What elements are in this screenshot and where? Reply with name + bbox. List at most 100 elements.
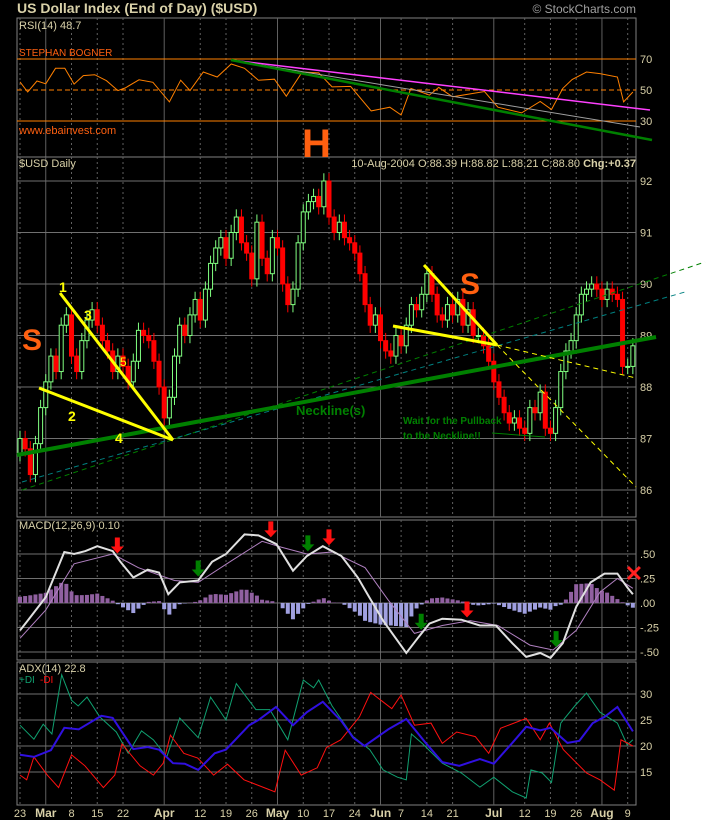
macd-tick-label: .50 — [640, 549, 655, 561]
candle-body — [398, 335, 404, 347]
candle-body — [527, 407, 533, 434]
macd-histogram-bar — [146, 601, 151, 603]
candle-body — [517, 417, 523, 429]
candle-body — [130, 360, 136, 383]
candlestick — [491, 353, 497, 390]
candle-body — [166, 396, 172, 419]
buy-arrow-down-icon — [549, 631, 563, 648]
macd-histogram-bar — [213, 594, 218, 603]
macd-histogram-bar — [414, 603, 419, 609]
adx-tick-label: 30 — [640, 689, 652, 701]
candle-body — [408, 304, 414, 326]
macd-histogram-bar — [177, 603, 182, 605]
candle-body — [388, 350, 394, 357]
candle-body — [455, 298, 461, 316]
candlestick — [254, 214, 260, 287]
rsi-tick-label: 30 — [640, 116, 652, 128]
x-axis: 23 Mar 8 15 22 Apr 12 19 26 May 10 17 24 Jun 7 14 21 Jul 1… — [14, 806, 631, 820]
candlestick — [341, 214, 347, 246]
candlestick — [321, 173, 327, 215]
macd-histogram-bar — [512, 603, 517, 611]
macd-histogram-bar — [74, 595, 79, 603]
candle-body — [269, 237, 275, 275]
candle-body — [280, 247, 286, 285]
macd-histogram-bar — [69, 591, 74, 603]
macd-histogram-bar — [285, 603, 290, 614]
rsi-panel: 70 50 30 — [17, 54, 653, 142]
x-axis-label: 21 — [446, 808, 458, 820]
candlestick — [630, 338, 636, 375]
buy-arrow-down-icon — [414, 613, 428, 630]
candle-body — [336, 221, 342, 233]
candlestick — [367, 296, 373, 333]
candlestick — [249, 245, 255, 287]
candle-body — [341, 221, 347, 239]
candle-body — [486, 345, 492, 362]
macd-histogram-bar — [311, 601, 316, 603]
candlestick — [120, 348, 126, 375]
x-axis-label: May — [266, 806, 290, 820]
macd-histogram-bar — [193, 601, 198, 603]
buy-arrow-down-icon — [301, 535, 315, 552]
candle-body — [177, 324, 183, 357]
x-axis-label: 15 — [91, 808, 103, 820]
macd-histogram-bar — [316, 599, 321, 603]
macd-histogram-bar — [296, 603, 301, 614]
rsi-tick-label: 70 — [640, 54, 652, 66]
candle-body — [305, 201, 311, 213]
adx-tick-label: 25 — [640, 715, 652, 727]
quote-close: C:88.80 — [542, 158, 581, 170]
price-tick-label: 87 — [640, 434, 652, 446]
candlestick — [182, 317, 188, 344]
macd-histogram-bar — [517, 603, 522, 613]
candle-body — [197, 298, 203, 321]
x-axis-label: 26 — [246, 808, 258, 820]
candle-body — [53, 355, 59, 373]
rsi-trendline-lower — [230, 58, 653, 142]
cross-icon — [626, 565, 641, 581]
macd-histogram-bar — [543, 603, 548, 609]
macd-histogram-bar — [471, 603, 476, 605]
candlestick — [563, 343, 569, 380]
candlestick — [285, 276, 291, 313]
macd-histogram-bar — [48, 589, 53, 603]
candlestick — [244, 235, 250, 261]
macd-histogram-bar — [157, 601, 162, 603]
candle-body — [491, 360, 497, 383]
macd-histogram-bar — [126, 603, 131, 611]
macd-histogram-bar — [306, 603, 311, 604]
macd-histogram-bar — [280, 603, 285, 609]
candlestick — [527, 399, 533, 442]
candlestick — [620, 291, 626, 375]
candlestick — [43, 374, 49, 416]
candlestick — [584, 281, 589, 303]
candle-body — [213, 247, 219, 264]
candlestick — [259, 214, 265, 266]
candle-body — [244, 242, 250, 254]
macd-histogram-bar — [527, 603, 532, 612]
candle-body — [568, 340, 574, 352]
rsi-trendline-middle — [230, 59, 641, 128]
macd-histogram-bar — [357, 603, 362, 616]
macd-histogram-bar — [218, 594, 223, 603]
candlestick — [599, 281, 605, 308]
quote-high: H:88.82 — [460, 158, 499, 170]
neckline-dashed-teal — [21, 291, 686, 483]
sell-arrow-down-icon — [460, 601, 474, 618]
candle-body — [295, 242, 301, 290]
pullback-pointer-line — [491, 432, 546, 438]
macd-histogram-bar — [476, 603, 481, 606]
macd-histogram-bar — [589, 584, 594, 603]
candle-body — [403, 324, 409, 347]
x-axis-label: 17 — [323, 808, 335, 820]
macd-histogram-bar — [84, 594, 89, 603]
candle-body — [496, 381, 502, 398]
price-tick-label: 90 — [640, 279, 652, 291]
macd-histogram-bar — [290, 603, 295, 620]
macd-histogram-bar — [172, 603, 177, 609]
candle-body — [316, 195, 322, 208]
macd-histogram-bar — [321, 598, 326, 603]
candle-body — [393, 335, 399, 357]
macd-histogram-bar — [388, 603, 393, 626]
macd-histogram-bar — [574, 584, 579, 603]
